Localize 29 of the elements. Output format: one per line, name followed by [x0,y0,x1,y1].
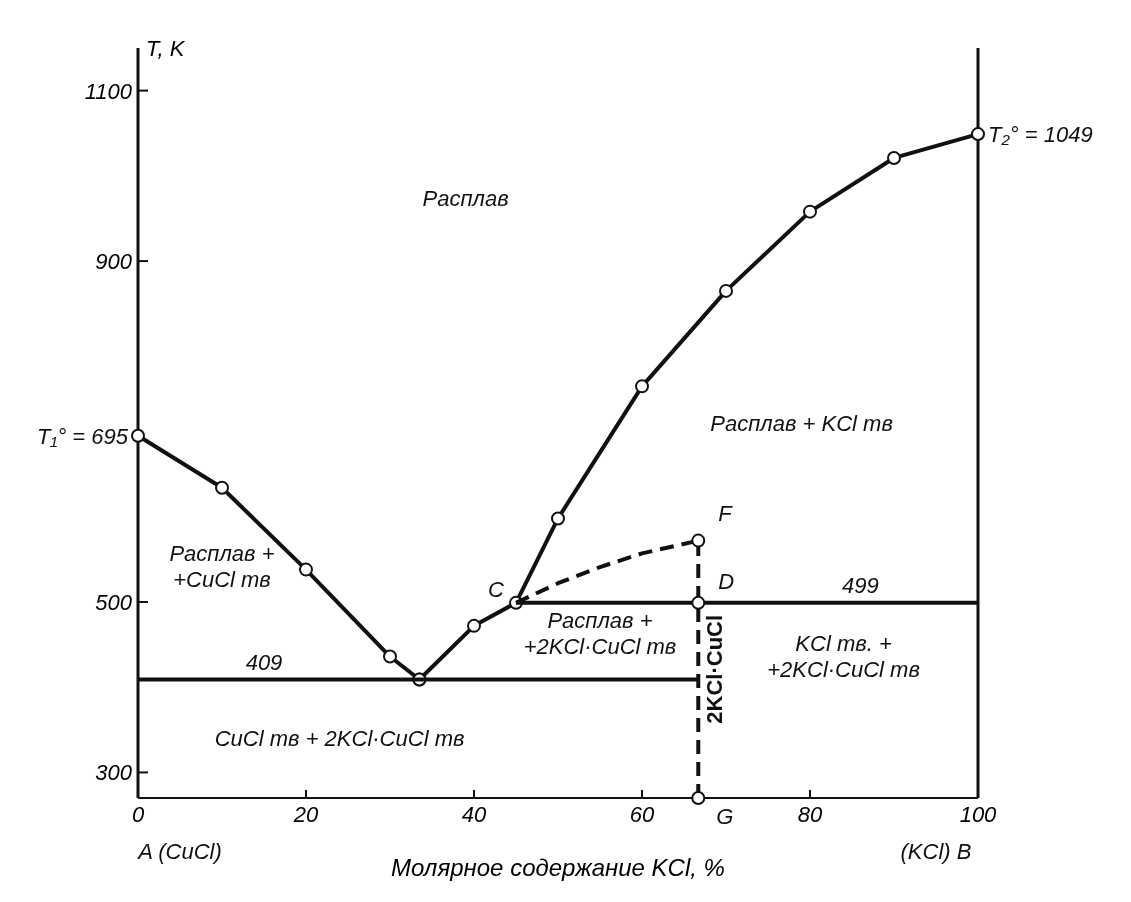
annotation: C [488,576,505,602]
x-tick-label: 20 [292,802,319,827]
y-tick-label: 500 [95,589,133,615]
annotation: D [718,568,735,594]
annotation: 409 [245,649,283,675]
y-axis-title: T, K [146,36,186,61]
y-tick-label: 300 [95,760,133,786]
annotation: T₁° = 695 [37,423,129,449]
x-tick-label: 0 [131,802,145,827]
y-tick-label: 900 [95,249,133,275]
x-axis-title: Молярное содержание KCl, % [391,854,725,881]
text: 2KCl·CuCl [702,614,728,724]
x-tick-label: 80 [797,802,823,827]
x-tick-label: 40 [461,802,487,827]
y-tick-label: 1100 [84,78,133,104]
annotation: KCl тв. + +2KCl·CuCl тв [767,630,920,682]
text: A (CuCl) [136,838,222,864]
annotation: 499 [842,572,879,598]
annotation: Расплав [422,186,509,211]
x-tick-label: 60 [629,802,655,827]
annotation: F [718,500,734,526]
annotation: G [716,804,734,829]
annotation: Расплав + KCl тв [710,411,893,436]
annotation: Расплав + +2KCl·CuCl тв [523,608,677,659]
annotation: CuCl тв + 2KCl·CuCl тв [214,726,465,751]
annotation: Расплав + +CuCl тв [169,540,275,592]
x-tick-label: 100 [959,802,998,827]
annotation: T₂° = 1049 [988,122,1093,148]
text: (KCl) B [900,838,972,864]
